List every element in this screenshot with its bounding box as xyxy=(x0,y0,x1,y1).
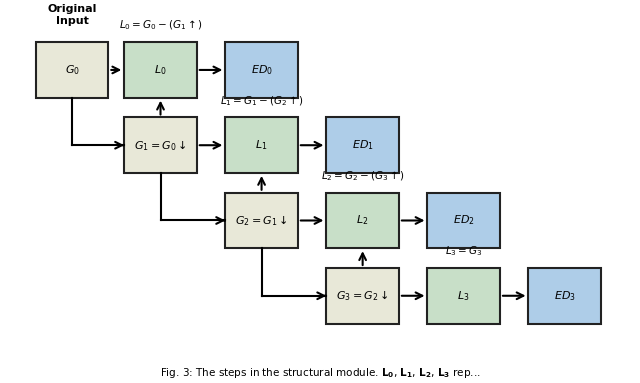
FancyBboxPatch shape xyxy=(428,268,500,324)
Text: $L_1$: $L_1$ xyxy=(255,138,268,152)
Text: $L_2$: $L_2$ xyxy=(356,214,369,228)
FancyBboxPatch shape xyxy=(225,42,298,98)
FancyBboxPatch shape xyxy=(124,118,197,173)
FancyBboxPatch shape xyxy=(326,268,399,324)
FancyBboxPatch shape xyxy=(36,42,108,98)
Text: $L_2 = G_2 - (G_3\uparrow)$: $L_2 = G_2 - (G_3\uparrow)$ xyxy=(321,169,404,183)
Text: $G_1 = G_0\downarrow$: $G_1 = G_0\downarrow$ xyxy=(134,138,187,152)
FancyBboxPatch shape xyxy=(529,268,601,324)
Text: $ED_2$: $ED_2$ xyxy=(453,214,475,228)
FancyBboxPatch shape xyxy=(225,118,298,173)
FancyBboxPatch shape xyxy=(326,193,399,248)
Text: $G_2 = G_1\downarrow$: $G_2 = G_1\downarrow$ xyxy=(236,213,288,228)
Text: $G_0$: $G_0$ xyxy=(65,63,79,77)
FancyBboxPatch shape xyxy=(428,193,500,248)
Text: $L_3 = G_3$: $L_3 = G_3$ xyxy=(445,244,483,258)
Text: $ED_3$: $ED_3$ xyxy=(554,289,576,303)
Text: $L_3$: $L_3$ xyxy=(458,289,470,303)
FancyBboxPatch shape xyxy=(225,193,298,248)
Text: $L_1 = G_1 - (G_2\uparrow)$: $L_1 = G_1 - (G_2\uparrow)$ xyxy=(220,94,303,108)
Text: $L_0$: $L_0$ xyxy=(154,63,167,77)
Text: $G_3 = G_2\downarrow$: $G_3 = G_2\downarrow$ xyxy=(337,288,389,303)
FancyBboxPatch shape xyxy=(124,42,197,98)
Text: Original
Input: Original Input xyxy=(47,4,97,26)
Text: $ED_0$: $ED_0$ xyxy=(251,63,273,77)
Text: $ED_1$: $ED_1$ xyxy=(352,138,374,152)
Text: Fig. 3: The steps in the structural module. $\mathbf{L_0}$, $\mathbf{L_1}$, $\ma: Fig. 3: The steps in the structural modu… xyxy=(160,366,480,380)
FancyBboxPatch shape xyxy=(326,118,399,173)
Text: $L_0 = G_0 - (G_1\uparrow)$: $L_0 = G_0 - (G_1\uparrow)$ xyxy=(118,19,202,32)
